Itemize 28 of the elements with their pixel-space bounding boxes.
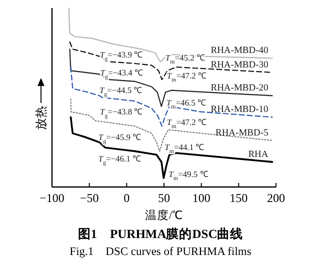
annotation: T$_{g}$=−43.9 ℃ xyxy=(100,49,144,62)
series-label: RHA-MBD-10 xyxy=(210,105,269,116)
x-tick-label: 200 xyxy=(267,191,285,205)
x-tick-label: −50 xyxy=(80,191,99,205)
annotation: T$_{m}$=47.2 ℃ xyxy=(166,117,208,130)
series-label: RHA-MBD-5 xyxy=(215,128,269,138)
annotation: T$_{m}$=45.2 ℃ xyxy=(165,52,206,66)
annotation: T$_{m}$=47.2 ℃ xyxy=(166,70,208,84)
x-tick-label: 150 xyxy=(230,191,248,205)
annotation: T$_{g}$=−46.1 ℃ xyxy=(98,153,142,166)
annotation: T$_{m}$=49.5 ℃ xyxy=(168,169,209,182)
x-tick-label: 0 xyxy=(124,191,130,205)
y-axis-title: 放热 xyxy=(34,106,48,130)
x-tick-label: −100 xyxy=(40,191,64,205)
text: 图1 PURHMA膜的DSC曲线 xyxy=(78,227,244,241)
series-label: RHA-MBD-20 xyxy=(210,84,269,94)
series-label: RHA-MBD-30 xyxy=(210,60,269,70)
series-label: RHA xyxy=(248,150,268,160)
series-label: RHA-MBD-40 xyxy=(210,46,269,56)
annotation: T$_{g}$=−45.9 ℃ xyxy=(98,132,142,145)
annotation: T$_{g}$=−44.5 ℃ xyxy=(99,85,143,98)
annotation: T$_{m}$=44.1 ℃ xyxy=(164,142,205,156)
annotation: T$_{g}$=−43.8 ℃ xyxy=(100,106,144,120)
x-axis-title: 温度/℃ xyxy=(144,208,184,222)
x-tick-label: 50 xyxy=(158,191,170,205)
x-tick-label: 100 xyxy=(192,191,210,205)
text: Fig.1 DSC curves of PURHMA films xyxy=(70,246,252,258)
annotation: T$_{m}$=46.5 ℃ xyxy=(166,97,207,110)
